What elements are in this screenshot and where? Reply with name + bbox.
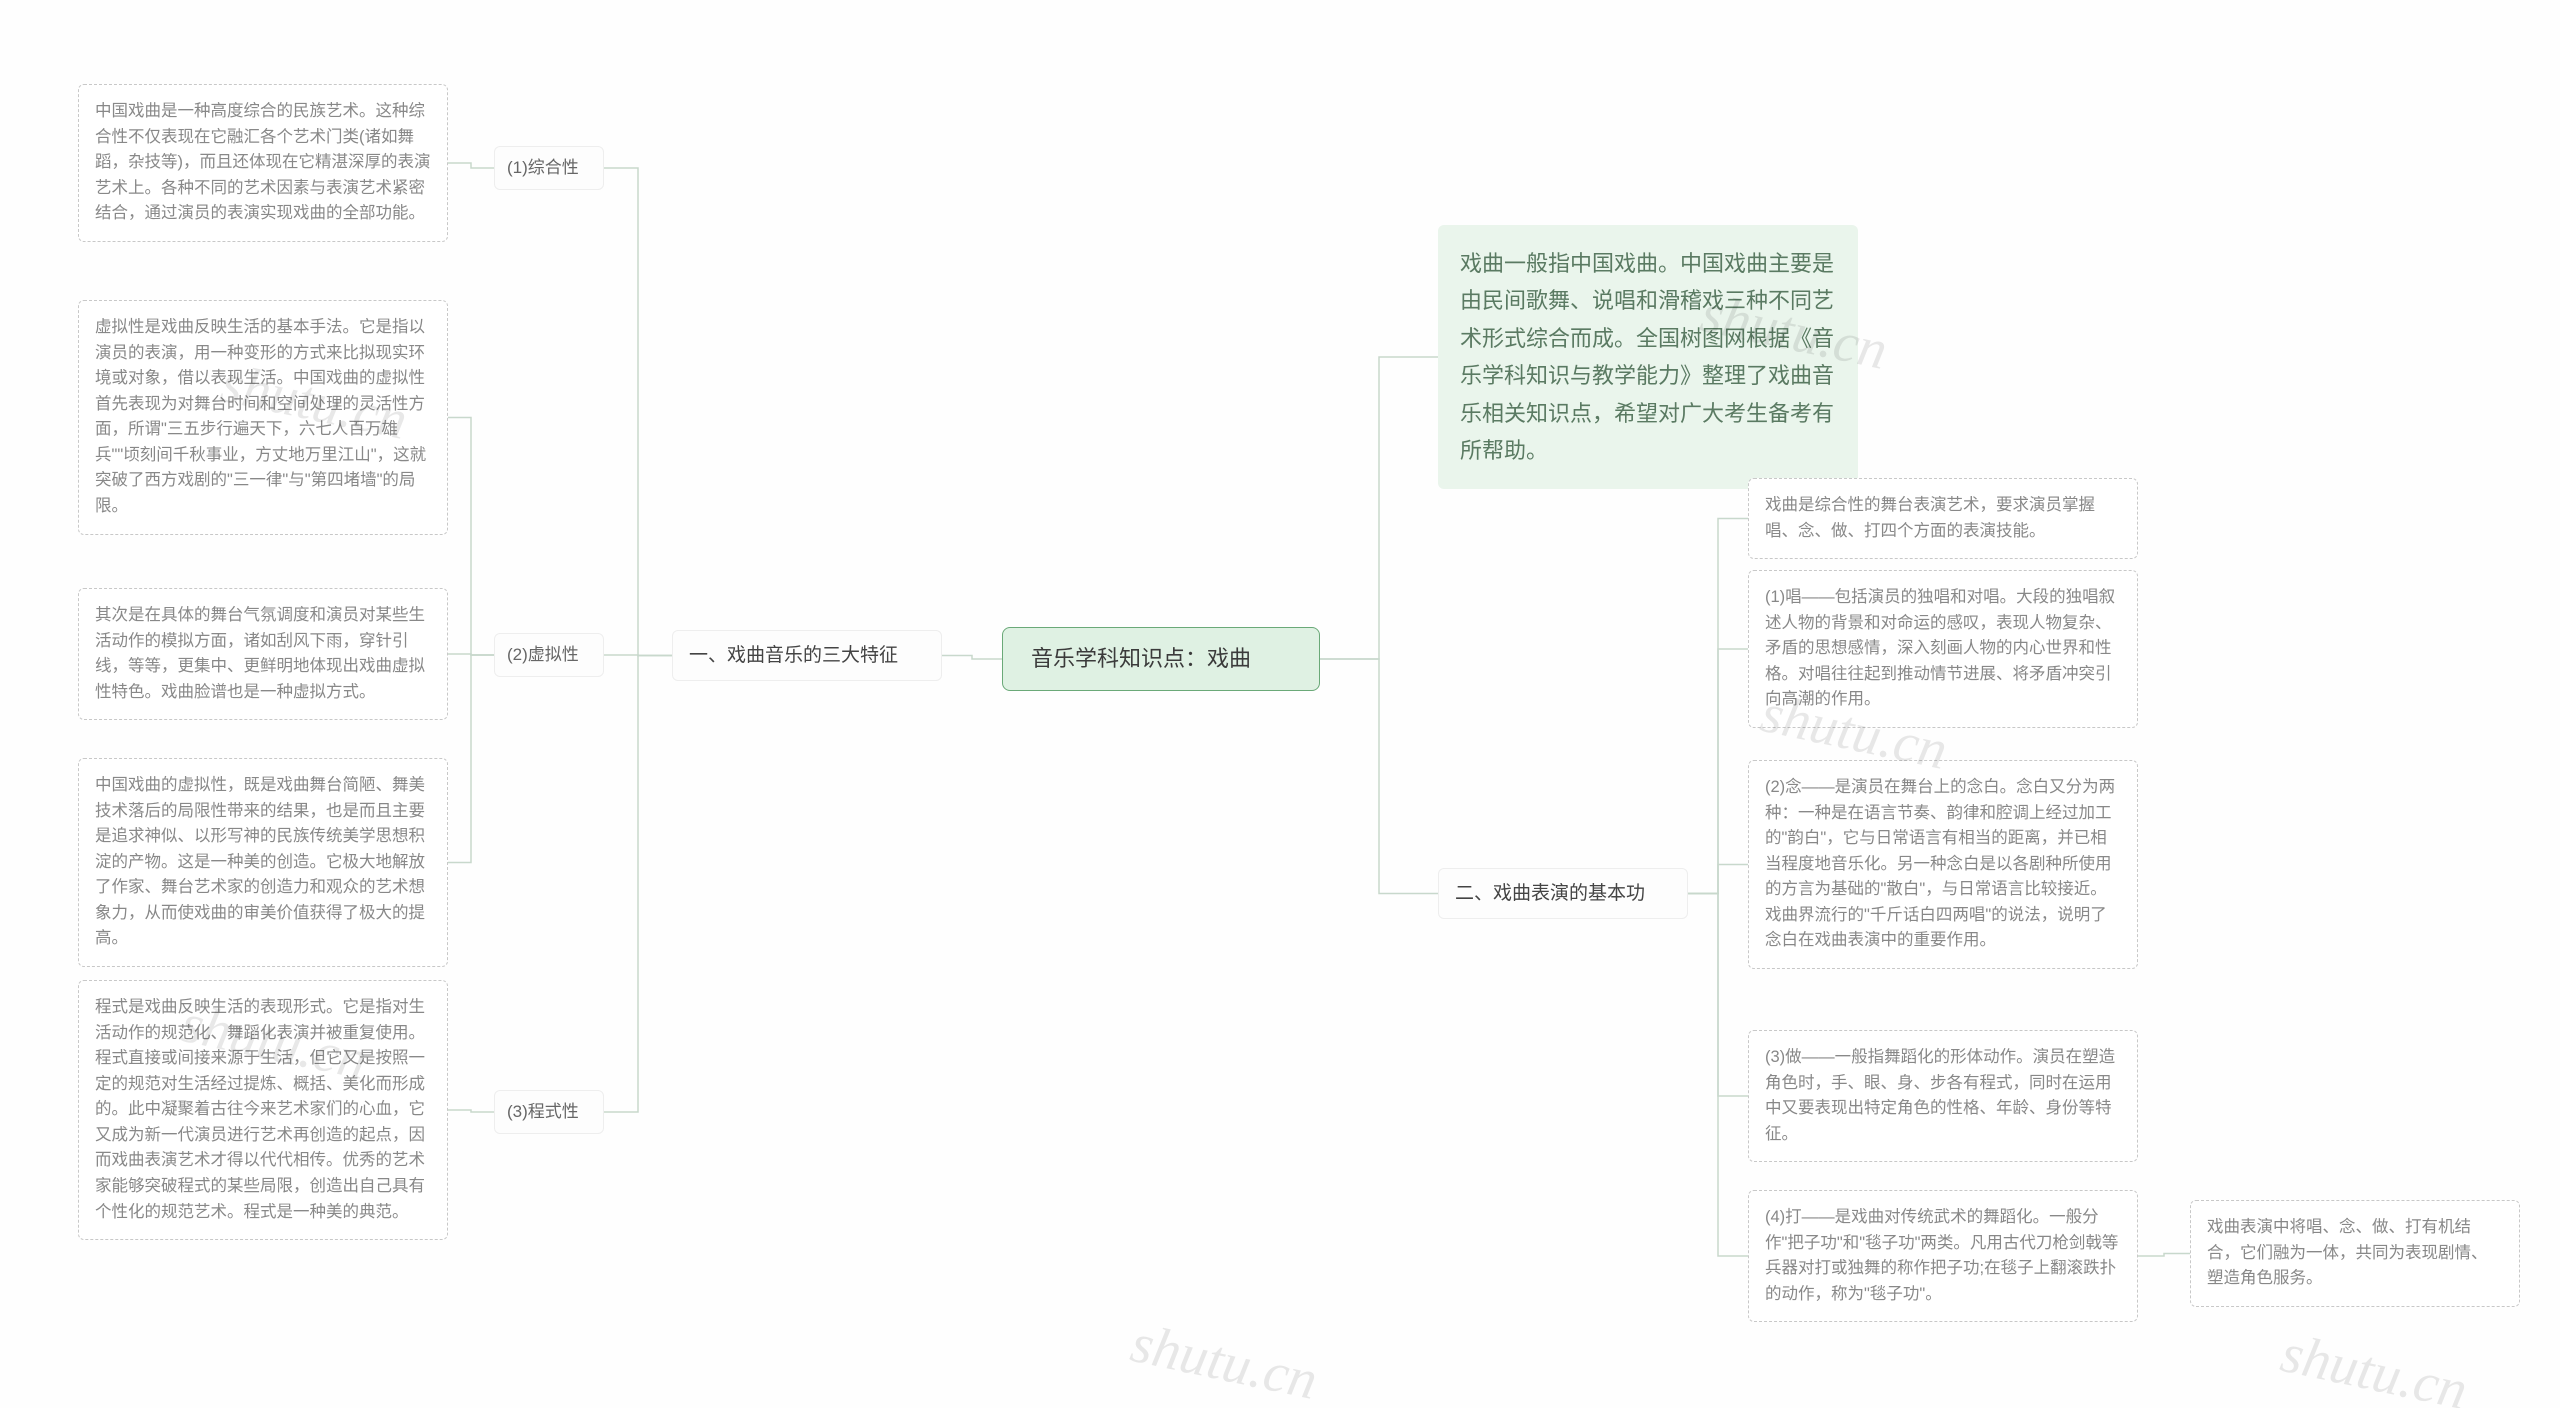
left-leaf-1-1-text: 中国戏曲是一种高度综合的民族艺术。这种综合性不仅表现在它融汇各个艺术门类(诸如舞… [95, 102, 431, 222]
left-label-1: (1)综合性 [494, 146, 604, 190]
left-leaf-1-1: 中国戏曲是一种高度综合的民族艺术。这种综合性不仅表现在它融汇各个艺术门类(诸如舞… [78, 84, 448, 242]
left-leaf-2-3: 中国戏曲的虚拟性，既是戏曲舞台简陋、舞美技术落后的局限性带来的结果，也是而且主要… [78, 758, 448, 967]
left-leaf-2-3-text: 中国戏曲的虚拟性，既是戏曲舞台简陋、舞美技术落后的局限性带来的结果，也是而且主要… [95, 776, 425, 947]
right-branch-text: 二、戏曲表演的基本功 [1455, 883, 1645, 904]
left-branch-text: 一、戏曲音乐的三大特征 [689, 645, 898, 666]
right-leaf-3: (3)做——一般指舞蹈化的形体动作。演员在塑造角色时，手、眼、身、步各有程式，同… [1748, 1030, 2138, 1162]
right-leaf-2-text: (2)念——是演员在舞台上的念白。念白又分为两种：一种是在语言节奏、韵律和腔调上… [1765, 778, 2115, 949]
left-label-2-text: (2)虚拟性 [507, 645, 579, 664]
right-leaf-0-text: 戏曲是综合性的舞台表演艺术，要求演员掌握唱、念、做、打四个方面的表演技能。 [1765, 496, 2095, 540]
right-leaf-4-extra: 戏曲表演中将唱、念、做、打有机结合，它们融为一体，共同为表现剧情、塑造角色服务。 [2190, 1200, 2520, 1307]
right-branch-title: 二、戏曲表演的基本功 [1438, 868, 1688, 919]
watermark: shutu.cn [1125, 1311, 1322, 1408]
left-label-3: (3)程式性 [494, 1090, 604, 1134]
right-leaf-2: (2)念——是演员在舞台上的念白。念白又分为两种：一种是在语言节奏、韵律和腔调上… [1748, 760, 2138, 969]
right-leaf-0: 戏曲是综合性的舞台表演艺术，要求演员掌握唱、念、做、打四个方面的表演技能。 [1748, 478, 2138, 559]
left-leaf-2-2: 其次是在具体的舞台气氛调度和演员对某些生活动作的模拟方面，诸如刮风下雨，穿针引线… [78, 588, 448, 720]
right-leaf-3-text: (3)做——一般指舞蹈化的形体动作。演员在塑造角色时，手、眼、身、步各有程式，同… [1765, 1048, 2115, 1143]
left-leaf-2-2-text: 其次是在具体的舞台气氛调度和演员对某些生活动作的模拟方面，诸如刮风下雨，穿针引线… [95, 606, 425, 701]
right-leaf-4: (4)打——是戏曲对传统武术的舞蹈化。一般分作"把子功"和"毯子功"两类。凡用古… [1748, 1190, 2138, 1322]
root-node: 音乐学科知识点：戏曲 [1002, 627, 1320, 691]
right-leaf-1-text: (1)唱——包括演员的独唱和对唱。大段的独唱叙述人物的背景和对命运的感叹，表现人… [1765, 588, 2115, 708]
left-label-1-text: (1)综合性 [507, 158, 579, 177]
right-leaf-4-extra-text: 戏曲表演中将唱、念、做、打有机结合，它们融为一体，共同为表现剧情、塑造角色服务。 [2207, 1218, 2488, 1287]
left-branch-title: 一、戏曲音乐的三大特征 [672, 630, 942, 681]
root-text: 音乐学科知识点：戏曲 [1031, 646, 1251, 671]
left-label-3-text: (3)程式性 [507, 1102, 579, 1121]
left-label-2: (2)虚拟性 [494, 633, 604, 677]
right-leaf-4-text: (4)打——是戏曲对传统武术的舞蹈化。一般分作"把子功"和"毯子功"两类。凡用古… [1765, 1208, 2118, 1303]
watermark: shutu.cn [2275, 1321, 2472, 1408]
